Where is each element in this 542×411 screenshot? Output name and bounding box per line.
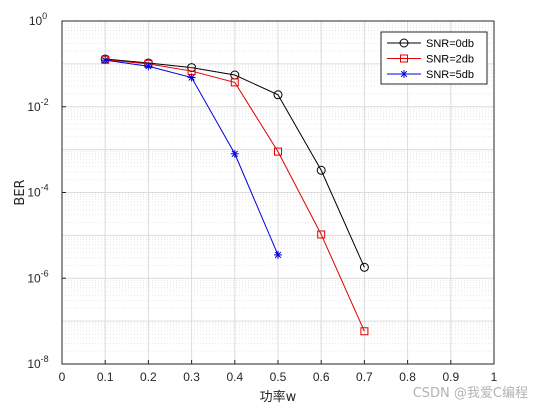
legend-label: SNR=0db	[426, 38, 474, 50]
star-stroke	[274, 251, 282, 259]
y-tick-label: 10-2	[27, 97, 48, 114]
data-point	[274, 147, 282, 156]
y-tick-label: 100	[29, 11, 47, 28]
x-tick-label: 0.6	[313, 370, 330, 384]
star-stroke	[400, 70, 408, 78]
data-point	[317, 230, 326, 239]
legend-marker	[400, 54, 408, 63]
y-tick-label: 10-6	[27, 268, 48, 285]
x-tick-label: 0.8	[399, 370, 416, 384]
x-tick-label: 0.1	[97, 370, 114, 384]
data-point	[360, 327, 369, 336]
x-tick-label: 0.3	[183, 370, 200, 384]
x-tick-label: 0.4	[226, 370, 243, 384]
y-axis-label: BER	[13, 179, 28, 205]
data-point	[359, 262, 369, 272]
star-stroke	[188, 74, 195, 81]
legend: SNR=0db SNR=2db SNR=5db	[380, 31, 488, 85]
legend-label: SNR=2db	[426, 54, 474, 66]
star-stroke	[102, 56, 109, 64]
legend-entry: SNR=5db	[387, 69, 474, 81]
y-axis: 100 10-2 10-4 10-6 10-8	[27, 11, 66, 371]
y-tick-label: 10-8	[27, 354, 48, 371]
legend-marker	[400, 70, 408, 78]
watermark: CSDN @我爱C编程	[412, 386, 528, 401]
data-point	[230, 149, 239, 158]
x-tick-label: 0.9	[442, 370, 459, 384]
y-tick-label: 10-4	[27, 183, 48, 200]
x-axis: 0 0.1 0.2 0.3 0.4 0.5 0.6 0.7 0.8 0.9 1	[59, 360, 498, 384]
series-layer	[100, 54, 369, 336]
data-point	[101, 56, 110, 65]
data-point	[230, 78, 239, 87]
legend-entry: SNR=2db	[387, 54, 474, 66]
x-tick-label: 0.7	[356, 370, 373, 384]
legend-label: SNR=5db	[426, 69, 474, 81]
star-stroke	[231, 150, 238, 157]
x-tick-label: 0.2	[140, 370, 157, 384]
data-point	[273, 90, 283, 100]
data-point	[187, 73, 196, 82]
x-tick-label: 1	[491, 370, 498, 384]
series-3	[101, 56, 282, 259]
x-axis-label: 功率w	[260, 389, 297, 405]
legend-entry: SNR=0db	[387, 38, 474, 50]
legend-marker	[399, 38, 409, 48]
data-point	[144, 62, 153, 71]
x-tick-label: 0	[59, 370, 66, 384]
data-point	[316, 165, 326, 175]
data-point	[274, 250, 282, 259]
star-stroke	[145, 63, 152, 70]
x-tick-label: 0.5	[270, 370, 287, 384]
